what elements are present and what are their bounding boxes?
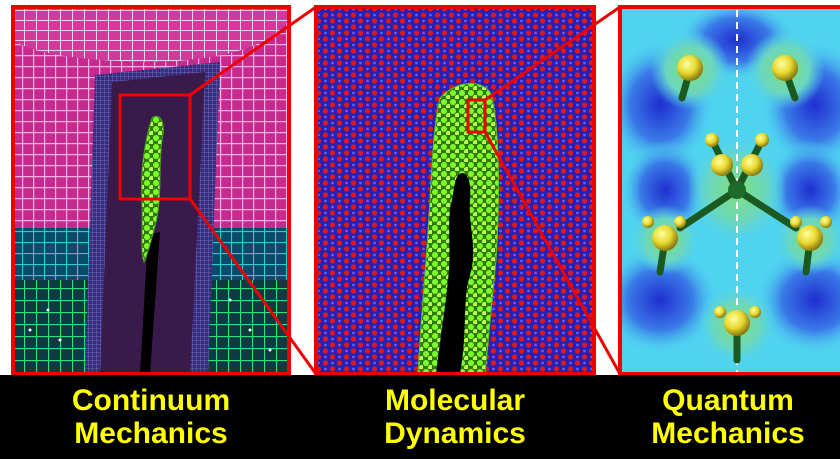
caption-continuum: Continuum Mechanics — [31, 384, 271, 450]
caption-quantum: Quantum Mechanics — [608, 384, 840, 450]
caption-bar — [0, 375, 840, 459]
zoom-box-continuum — [118, 93, 192, 201]
zoom-connectors — [188, 5, 622, 375]
caption-molecular-line1: Molecular — [384, 384, 526, 417]
caption-continuum-line2: Mechanics — [74, 417, 228, 450]
quantum-panel — [620, 7, 840, 374]
caption-continuum-line1: Continuum — [71, 384, 231, 417]
continuum-panel — [13, 7, 289, 374]
caption-quantum-line1: Quantum — [662, 384, 794, 417]
zoom-box-molecular — [466, 98, 487, 134]
caption-molecular: Molecular Dynamics — [335, 384, 575, 450]
frame-continuum — [11, 5, 291, 376]
molecular-panel — [316, 7, 594, 374]
caption-quantum-line2: Mechanics — [651, 417, 805, 450]
frame-molecular — [314, 5, 596, 376]
frame-quantum — [618, 5, 840, 376]
caption-molecular-line2: Dynamics — [384, 417, 526, 450]
